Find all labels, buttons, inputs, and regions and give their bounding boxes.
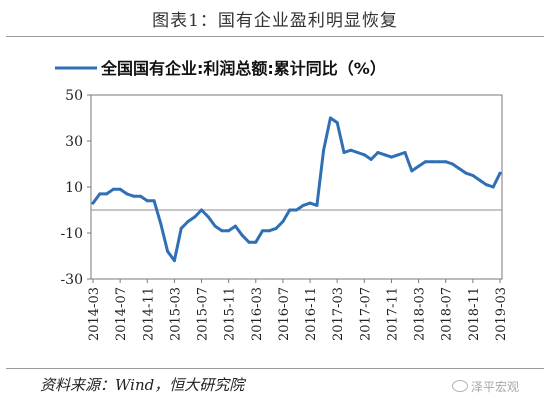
y-tick-label: -30 xyxy=(60,272,83,288)
x-axis: 2014-03 2014-07 2014-11 2015-03 2015-07 2015-… xyxy=(87,279,509,341)
legend: 全国国有企业:利润总额:累计同比（%） xyxy=(55,59,386,78)
data-point xyxy=(430,160,434,164)
data-point xyxy=(478,178,482,182)
data-point xyxy=(267,229,271,233)
data-point xyxy=(281,220,285,223)
data-point xyxy=(389,155,393,159)
data-point xyxy=(125,192,129,196)
data-point xyxy=(322,148,326,152)
data-point xyxy=(254,240,258,244)
data-point xyxy=(152,199,156,203)
data-point xyxy=(138,194,142,198)
x-tick-label: 2016-03 xyxy=(250,287,265,341)
data-point xyxy=(295,208,298,212)
data-point xyxy=(105,192,109,196)
figure-title: 图表1：国有企业盈利明显恢复 xyxy=(152,11,398,31)
data-point xyxy=(227,229,231,233)
x-tick-label: 2018-07 xyxy=(440,287,455,341)
data-point xyxy=(451,162,455,166)
data-point xyxy=(200,208,204,212)
watermark-label: 泽平宏观 xyxy=(471,380,520,394)
data-point xyxy=(213,224,217,228)
data-point xyxy=(417,164,421,168)
data-point xyxy=(274,226,278,230)
data-point xyxy=(369,157,373,161)
plot-frame xyxy=(90,94,503,280)
x-tick-label: 2018-11 xyxy=(467,287,482,341)
x-tick-label: 2016-11 xyxy=(304,287,319,341)
data-point xyxy=(396,153,400,157)
data-point xyxy=(491,185,495,189)
data-point xyxy=(288,208,292,212)
x-tick-label: 2019-03 xyxy=(494,287,509,341)
bottom-divider xyxy=(6,368,544,369)
data-point xyxy=(233,224,237,228)
y-tick-label: 10 xyxy=(65,180,83,196)
top-divider xyxy=(6,36,544,37)
x-tick-label: 2018-03 xyxy=(413,287,428,341)
data-point xyxy=(328,116,332,120)
x-tick-label: 2015-03 xyxy=(168,287,183,341)
data-point xyxy=(193,215,197,219)
data-point xyxy=(335,121,339,125)
data-point xyxy=(111,187,115,191)
data-point xyxy=(403,151,407,154)
y-tick-label: 30 xyxy=(65,134,83,150)
data-point xyxy=(423,160,427,164)
x-tick-label: 2015-11 xyxy=(223,287,238,341)
data-point xyxy=(118,187,122,191)
data-point xyxy=(240,233,244,237)
data-point xyxy=(362,153,366,157)
x-tick-label: 2014-11 xyxy=(141,287,156,341)
data-point xyxy=(91,201,95,205)
data-point xyxy=(315,203,319,207)
data-point xyxy=(437,160,441,164)
x-tick-label: 2016-07 xyxy=(277,287,292,341)
data-point xyxy=(498,171,502,175)
data-point xyxy=(159,222,163,226)
data-point xyxy=(342,151,346,154)
data-point xyxy=(98,192,102,196)
data-point xyxy=(220,229,224,233)
x-tick-label: 2015-07 xyxy=(196,287,211,341)
data-point xyxy=(261,229,265,233)
data-point xyxy=(247,240,251,244)
watermark: 泽平宏观 xyxy=(452,378,519,395)
data-point xyxy=(166,249,170,253)
data-point xyxy=(383,153,387,157)
data-point xyxy=(410,169,414,173)
series-line xyxy=(91,116,502,263)
legend-label: 全国国有企业:利润总额:累计同比（%） xyxy=(100,59,386,78)
data-point xyxy=(301,203,305,207)
data-point xyxy=(186,220,190,223)
x-tick-label: 2014-07 xyxy=(114,287,129,341)
source-note: 资料来源：Wind，恒大研究院 xyxy=(40,376,245,394)
data-point xyxy=(172,259,176,263)
data-point xyxy=(376,151,380,154)
data-point xyxy=(349,148,353,152)
x-tick-label: 2017-07 xyxy=(358,287,373,341)
data-point xyxy=(457,167,461,171)
x-tick-label: 2017-03 xyxy=(331,287,346,341)
data-point xyxy=(132,194,136,198)
x-tick-label: 2014-03 xyxy=(87,287,102,341)
plot-area: 50 30 10 -10 -30 2014-03 2014-07 2014-11 2015-0… xyxy=(60,88,509,341)
data-point xyxy=(356,151,360,154)
y-axis: 50 30 10 -10 -30 xyxy=(60,88,91,288)
data-point xyxy=(484,183,488,187)
data-point xyxy=(444,160,448,164)
data-points xyxy=(91,116,502,263)
y-tick-label: 50 xyxy=(65,88,83,104)
data-point xyxy=(179,226,183,230)
data-point xyxy=(206,215,210,219)
data-point xyxy=(464,171,468,175)
wechat-icon xyxy=(452,380,468,392)
data-point xyxy=(145,199,149,203)
y-tick-label: -10 xyxy=(60,226,83,242)
data-point xyxy=(308,201,312,205)
x-tick-label: 2017-11 xyxy=(385,287,400,341)
data-point xyxy=(471,174,475,177)
